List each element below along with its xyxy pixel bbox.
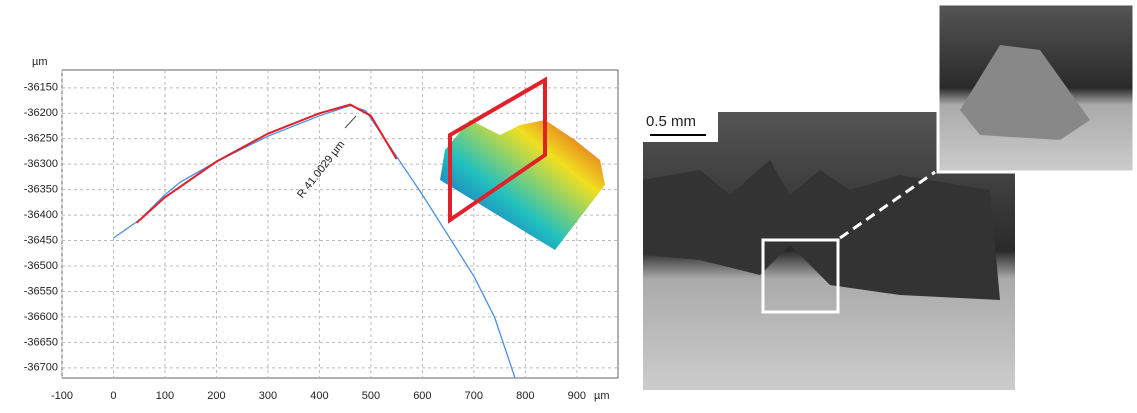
y-tick-label: -36550 <box>24 285 58 297</box>
y-tick-label: -36600 <box>24 311 58 323</box>
x-tick-label: 500 <box>362 390 380 402</box>
x-tick-label: 100 <box>156 390 174 402</box>
y-tick-label: -36150 <box>24 82 58 94</box>
y-tick-label: -36250 <box>24 133 58 145</box>
x-unit: µm <box>594 390 610 402</box>
y-unit: µm <box>32 56 48 68</box>
y-tick-label: -36350 <box>24 184 58 196</box>
surface-inset <box>440 80 605 250</box>
x-tick-label: 400 <box>310 390 328 402</box>
y-tick-label: -36400 <box>24 209 58 221</box>
x-tick-label: 200 <box>207 390 225 402</box>
x-tick-label: 800 <box>516 390 534 402</box>
figure: -36150 -36200 -36250 -36300 -36350 -36400 -364… <box>0 0 1137 408</box>
x-tick-label: 900 <box>568 390 586 402</box>
x-tick-label: 700 <box>465 390 483 402</box>
scale-label: 0.5 mm <box>646 113 696 130</box>
surface-3d <box>440 120 605 250</box>
line <box>137 105 397 223</box>
x-tick-label: 0 <box>110 390 116 402</box>
y-tick-label: -36200 <box>24 107 58 119</box>
x-tick-label: 300 <box>259 390 277 402</box>
x-tick-label: 600 <box>413 390 431 402</box>
y-tick-label: -36500 <box>24 260 58 272</box>
annotation-arrow <box>345 116 356 128</box>
y-tick-label: -36450 <box>24 234 58 246</box>
y-tick-label: -36650 <box>24 336 58 348</box>
x-tick-label: -100 <box>51 390 73 402</box>
y-tick-label: -36300 <box>24 158 58 170</box>
photo: 0.5 mm <box>643 4 1134 390</box>
annotation: R 41.0029 µm <box>295 139 347 201</box>
y-tick-label: -36700 <box>24 362 58 374</box>
